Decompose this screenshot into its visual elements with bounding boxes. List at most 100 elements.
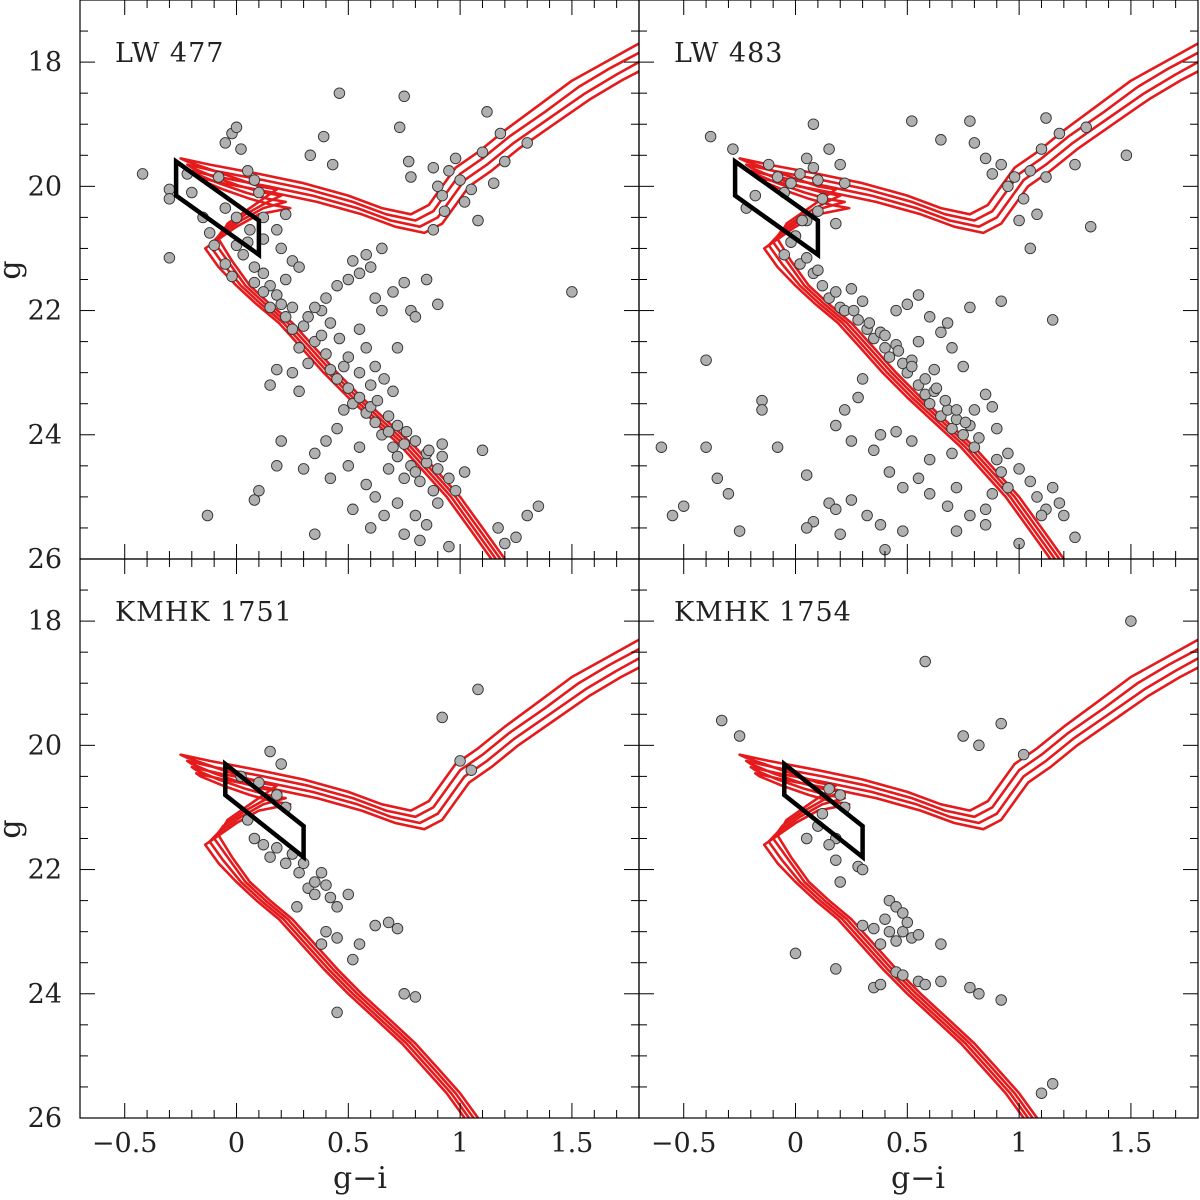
star-point — [391, 450, 404, 463]
star-point — [297, 320, 310, 332]
star-point — [219, 258, 232, 270]
star-point — [347, 255, 359, 267]
star-point — [443, 165, 455, 177]
star-point — [946, 422, 958, 435]
star-point — [830, 854, 842, 866]
tick-marks — [80, 0, 639, 559]
star-point — [369, 416, 381, 429]
star-point — [409, 435, 422, 447]
star-point — [979, 152, 992, 165]
star-point — [1053, 497, 1066, 509]
star-point — [304, 149, 317, 162]
star-point — [923, 488, 936, 500]
star-point — [890, 304, 902, 317]
star-point — [816, 193, 829, 205]
star-point — [371, 394, 384, 407]
star-point — [749, 189, 762, 202]
isochrone-1 — [738, 638, 1198, 1118]
star-point — [257, 838, 270, 851]
selection-box — [732, 157, 821, 260]
star-point — [291, 901, 303, 913]
star-point — [968, 404, 981, 416]
star-point — [248, 494, 261, 506]
star-point — [677, 500, 690, 512]
star-point — [275, 758, 287, 770]
panel-label: LW 477 — [115, 38, 224, 69]
star-point — [271, 363, 283, 376]
y-tick-label: 18 — [28, 47, 62, 78]
star-points — [655, 112, 1133, 556]
star-point — [376, 304, 388, 317]
star-point — [391, 497, 404, 509]
x-tick-label: 0 — [787, 1128, 804, 1159]
star-point — [968, 137, 981, 149]
star-point — [1120, 149, 1133, 162]
star-point — [219, 202, 232, 214]
star-point — [449, 152, 462, 165]
star-point — [957, 730, 969, 742]
star-point — [398, 276, 410, 289]
star-point — [897, 925, 909, 938]
star-point — [420, 273, 433, 286]
star-point — [946, 342, 958, 354]
star-point — [353, 391, 366, 404]
y-tick-label: 18 — [28, 606, 62, 637]
star-point — [248, 261, 261, 273]
star-point — [253, 186, 265, 199]
star-point — [338, 404, 350, 416]
star-point — [1013, 214, 1025, 227]
star-point — [186, 186, 198, 199]
star-point — [347, 503, 359, 516]
star-point — [950, 481, 963, 494]
star-point — [420, 519, 433, 531]
star-point — [1040, 171, 1052, 183]
star-point — [771, 171, 784, 183]
star-point — [309, 301, 321, 314]
star-point — [986, 168, 999, 180]
star-point — [727, 143, 739, 155]
star-point — [856, 373, 869, 385]
star-point — [807, 118, 820, 130]
star-point — [883, 351, 896, 363]
star-points — [136, 87, 578, 553]
star-point — [286, 323, 299, 335]
star-point — [1002, 180, 1014, 193]
isochrone-1 — [179, 42, 639, 559]
tick-marks — [639, 559, 1198, 1118]
star-point — [856, 295, 869, 307]
star-point — [391, 419, 404, 432]
star-point — [472, 214, 484, 227]
star-point — [897, 481, 909, 494]
star-point — [353, 938, 366, 950]
star-point — [991, 422, 1003, 435]
star-point — [382, 916, 395, 929]
star-point — [279, 273, 292, 286]
star-point — [235, 143, 247, 155]
star-point — [436, 711, 448, 724]
star-point — [208, 239, 220, 252]
star-point — [800, 252, 813, 264]
star-point — [923, 453, 936, 466]
star-point — [1035, 1087, 1048, 1099]
star-point — [901, 916, 914, 929]
star-point — [353, 441, 366, 453]
star-point — [830, 963, 842, 975]
panel-label: LW 483 — [674, 38, 783, 69]
star-point — [237, 248, 249, 261]
star-point — [342, 351, 355, 363]
star-point — [968, 441, 981, 453]
star-point — [762, 158, 775, 171]
star-point — [275, 435, 287, 447]
star-point — [398, 438, 410, 450]
star-point — [1040, 112, 1052, 124]
x-tick-label: 0 — [228, 1128, 245, 1159]
panel-lw-483: LW 483 — [638, 0, 1199, 560]
y-tick-label: 24 — [28, 420, 62, 451]
star-point — [834, 789, 846, 801]
star-point — [935, 975, 947, 988]
isochrone-3 — [749, 657, 1198, 1118]
star-point — [935, 938, 947, 950]
star-point — [436, 450, 448, 463]
star-point — [409, 509, 422, 522]
star-point — [847, 304, 860, 317]
